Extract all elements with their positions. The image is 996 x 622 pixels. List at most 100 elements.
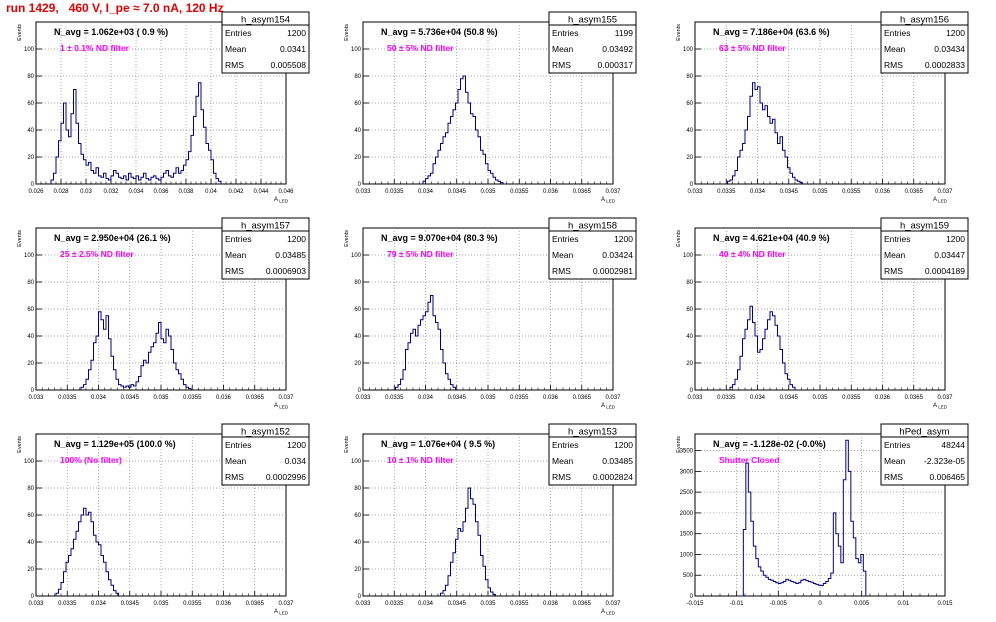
- y-axis-title: Events: [344, 24, 350, 41]
- stat-label: Entries: [552, 234, 578, 244]
- stat-value: 0.006465: [930, 472, 966, 482]
- y-tick-label: 80: [354, 486, 361, 492]
- stat-value: 1200: [946, 28, 965, 38]
- histogram-name: h_asym159: [900, 221, 949, 232]
- stat-label: Entries: [225, 28, 251, 38]
- histogram-panel-h_asym152: 0.033 0.0335 0.034 0.0345 0.035 0.0355 0.036 0.…: [17, 423, 310, 616]
- histogram-panel-hPed_asym: -0.015 -0.01 -0.005 0 0.005 0.01 0.015 0 500 1000…: [676, 423, 969, 607]
- x-tick-label: 0.035: [480, 601, 496, 607]
- x-tick-label: 0.035: [153, 601, 169, 607]
- y-tick-label: 20: [686, 361, 693, 367]
- x-tick-label: 0.036: [216, 601, 232, 607]
- y-axis-title: Events: [17, 436, 23, 453]
- x-tick-label: 0.037: [937, 189, 953, 195]
- stat-label: RMS: [552, 60, 571, 70]
- x-tick-label: 0.033: [28, 601, 44, 607]
- run-title: run 1429, 460 V, I_pe ≈ 7.0 nA, 120 Hz: [6, 1, 224, 15]
- x-tick-label: 0.015: [937, 601, 953, 607]
- y-tick-label: 60: [354, 513, 361, 519]
- stats-box: h_asym154 Entries 1200 Mean 0.0341 RMS 0.00550…: [221, 11, 310, 74]
- x-tick-label: 0.035: [153, 395, 169, 401]
- stat-value: 0.034: [285, 456, 307, 466]
- x-tick-label: 0.042: [228, 189, 244, 195]
- stat-value: 1200: [287, 28, 306, 38]
- stat-value: 0.0002981: [593, 266, 633, 276]
- histogram-panel-h_asym153: 0.033 0.0335 0.034 0.0345 0.035 0.0355 0.036 0.…: [344, 423, 637, 616]
- x-tick-label: 0.0365: [905, 189, 924, 195]
- x-tick-label: 0.0355: [842, 395, 861, 401]
- x-axis-title: A LED: [274, 197, 289, 204]
- stat-label: RMS: [884, 60, 903, 70]
- filter-annotation: Shutter Closed: [719, 455, 779, 465]
- x-tick-label: 0.0365: [905, 395, 924, 401]
- filter-annotation: 50 ± 5% ND filter: [387, 43, 454, 53]
- histogram-series: [440, 487, 496, 596]
- stat-label: Mean: [225, 250, 247, 260]
- histogram-panel-h_asym158: 0.033 0.0335 0.034 0.0345 0.035 0.0355 0.036 0.…: [344, 217, 637, 410]
- navg-label: N_avg = 1.076e+04 ( 9.5 %): [381, 439, 495, 449]
- stat-label: Mean: [884, 456, 906, 466]
- navg-label: N_avg = 9.070e+04 (80.3 %): [381, 233, 498, 243]
- filter-annotation: 79 ± 5% ND filter: [387, 249, 454, 259]
- x-axis-title: A LED: [274, 609, 289, 616]
- y-tick-label: 0: [358, 182, 362, 188]
- x-tick-label: 0.0335: [717, 189, 736, 195]
- stat-value: 0.005508: [271, 60, 307, 70]
- y-axis-title: Events: [676, 436, 682, 453]
- y-tick-label: 80: [27, 486, 34, 492]
- histogram-name: h_asym153: [568, 427, 617, 438]
- y-tick-label: 0: [358, 594, 362, 600]
- x-axis-title: A LED: [933, 403, 948, 410]
- stat-value: 1200: [614, 440, 633, 450]
- stat-value: 0.0004189: [925, 266, 965, 276]
- histogram-name: h_asym154: [241, 15, 290, 26]
- x-tick-label: 0.01: [897, 601, 909, 607]
- y-tick-label: 100: [351, 47, 362, 53]
- stat-value: 1200: [946, 234, 965, 244]
- y-tick-label: 40: [354, 128, 361, 134]
- navg-label: N_avg = -1.128e-02 (-0.0%): [713, 439, 826, 449]
- stat-label: Entries: [225, 234, 251, 244]
- histogram-series: [395, 295, 456, 390]
- x-tick-label: 0.034: [128, 189, 144, 195]
- x-tick-label: 0.0365: [246, 395, 265, 401]
- y-tick-label: 60: [27, 307, 34, 313]
- y-tick-label: 0: [31, 182, 35, 188]
- y-tick-label: 80: [686, 74, 693, 80]
- stat-label: RMS: [225, 60, 244, 70]
- stats-box: h_asym156 Entries 1200 Mean 0.03434 RMS 0.0002…: [880, 11, 969, 74]
- stat-value: 0.0002996: [266, 472, 306, 482]
- x-tick-label: 0.0365: [573, 395, 592, 401]
- y-tick-label: 100: [351, 459, 362, 465]
- y-tick-label: 20: [354, 361, 361, 367]
- histogram-panel-h_asym157: 0.033 0.0335 0.034 0.0345 0.035 0.0355 0.036 0.…: [17, 217, 310, 410]
- histogram-name: hPed_asym: [899, 427, 949, 438]
- stat-label: RMS: [884, 472, 903, 482]
- y-tick-label: 40: [27, 128, 34, 134]
- y-tick-label: 100: [351, 253, 362, 259]
- x-tick-label: 0.036: [543, 189, 559, 195]
- x-tick-label: 0.034: [418, 601, 434, 607]
- y-tick-label: 60: [354, 307, 361, 313]
- filter-annotation: 40 ± 4% ND filter: [719, 249, 786, 259]
- stats-box: h_asym157 Entries 1200 Mean 0.03485 RMS 0.0006…: [221, 217, 310, 280]
- x-tick-label: 0.0345: [448, 601, 467, 607]
- stat-value: 1200: [287, 234, 306, 244]
- navg-label: N_avg = 1.062e+03 ( 0.9 %): [54, 27, 168, 37]
- stat-label: RMS: [884, 266, 903, 276]
- x-tick-label: 0.035: [812, 189, 828, 195]
- stat-label: Entries: [884, 28, 910, 38]
- y-tick-label: 0: [31, 388, 35, 394]
- stat-value: 1200: [614, 234, 633, 244]
- filter-annotation: 1 ± 0.1% ND filter: [60, 43, 130, 53]
- y-tick-label: 100: [683, 253, 694, 259]
- stat-value: 48244: [941, 440, 965, 450]
- y-tick-label: 40: [354, 334, 361, 340]
- histogram-series: [55, 507, 119, 596]
- histogram-panel-h_asym156: 0.033 0.0335 0.034 0.0345 0.035 0.0355 0.036 0.…: [676, 11, 969, 204]
- x-tick-label: 0.034: [750, 189, 766, 195]
- y-tick-label: 80: [354, 280, 361, 286]
- stat-value: 0.03485: [275, 250, 306, 260]
- x-tick-label: 0.033: [687, 189, 703, 195]
